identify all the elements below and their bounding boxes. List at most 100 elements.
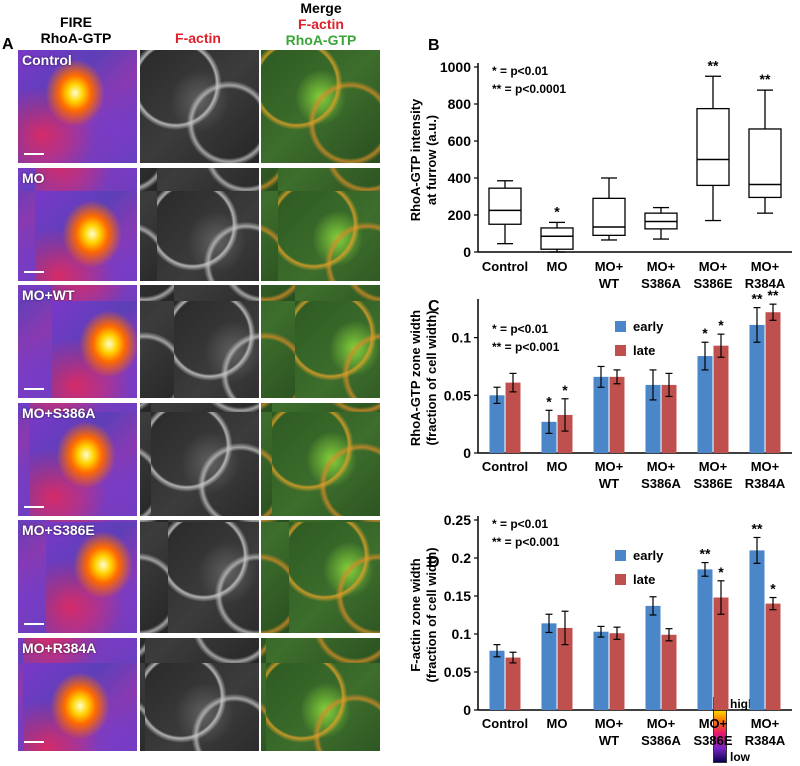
chart-b-category-label: MO+ [647, 259, 676, 274]
chart-c-sig-legend-1: * = p<0.01 [492, 322, 548, 336]
chart-d-bar-late [557, 627, 573, 710]
chart-b-sig-marker: * [554, 203, 560, 219]
chart-c-sig-legend-2: ** = p<0.001 [492, 340, 560, 354]
chart-d-ytick-label: 0.25 [444, 512, 471, 528]
chart-d-bar-late [609, 633, 625, 710]
row-label: MO+S386A [22, 404, 96, 421]
chart-b-category-label: MO+ [751, 259, 780, 274]
micrograph-merge-row-1 [261, 50, 380, 163]
panel-letter-a: A [2, 36, 14, 53]
chart-d-panel-letter: D [428, 554, 440, 571]
chart-b-category-label: WT [599, 276, 619, 291]
chart-d-bar-early [645, 605, 661, 710]
chart-d-legend-label-late: late [633, 572, 655, 587]
chart-d-ylabel-line1: F-actin zone width [408, 558, 423, 671]
chart-c-sig-marker-late: ** [768, 287, 779, 303]
micrograph-factin-row-1 [140, 50, 259, 163]
micrograph-fire-row-2: MO [18, 167, 137, 281]
chart-d-bar-late [713, 597, 729, 710]
chart-c-category-label: MO+ [699, 459, 728, 474]
chart-d-bar-early [697, 569, 713, 710]
chart-c-category-label: S386E [693, 476, 732, 491]
chart-d-bar-early [593, 631, 609, 710]
scale-bar [24, 740, 44, 743]
chart-c-sig-marker-early: * [702, 325, 708, 341]
chart-c-category-label: R384A [745, 476, 786, 491]
micrograph-factin-row-3 [140, 285, 259, 398]
micrograph-fire-row-3: MO+WT [18, 285, 137, 398]
chart-c-bar-late [505, 382, 521, 453]
chart-b-sig-marker: ** [760, 71, 771, 87]
chart-b-ylabel-line1: RhoA-GTP intensity [408, 98, 423, 221]
chart-b-panel-letter: B [428, 37, 440, 54]
chart-c-category-label: S386A [641, 476, 681, 491]
chart-b-box [488, 187, 522, 225]
row-label: Control [22, 52, 72, 68]
chart-b-ytick-label: 400 [448, 170, 472, 186]
micrograph-factin-row-2 [140, 167, 259, 281]
micrograph-factin-row-5 [140, 520, 259, 633]
chart-c-sig-marker-early: ** [752, 291, 763, 307]
chart-b-ytick-label: 0 [463, 244, 471, 260]
chart-d-category-label: MO+ [699, 716, 728, 731]
micrograph-merge-row-6 [261, 637, 380, 751]
micrograph-merge-row-3 [261, 285, 380, 398]
chart-d-category-label: MO+ [751, 716, 780, 731]
chart-b-ylabel-line2: at furrow (a.u.) [424, 115, 439, 205]
micrograph-fire-row-5: MO+S386E [18, 520, 137, 633]
chart-b-category-label: MO+ [699, 259, 728, 274]
chart-c-bar-early [541, 421, 557, 453]
chart-b-box [540, 227, 574, 250]
chart-d-ytick-label: 0.1 [452, 626, 472, 642]
chart-c-bar-late [609, 376, 625, 453]
chart-c-legend-label-late: late [633, 343, 655, 358]
chart-d-ytick-label: 0.2 [452, 550, 472, 566]
chart-b-ytick-label: 800 [448, 96, 472, 112]
chart-c-bar-late [557, 414, 573, 453]
scale-bar [24, 623, 44, 625]
chart-c-legend-swatch-early [615, 321, 626, 332]
scale-bar [24, 153, 44, 155]
chart-b-category-label: S386A [641, 276, 681, 291]
chart-d-category-label: MO [547, 716, 568, 731]
chart-b-category-label: R384A [745, 276, 786, 291]
chart-c-legend-swatch-late [615, 345, 626, 356]
chart-c-bar-late [661, 384, 677, 453]
scale-bar [24, 388, 44, 390]
header-fire: FIRE RhoA-GTP [16, 14, 136, 46]
scale-bar [24, 270, 44, 273]
chart-c-bar-late [713, 345, 729, 453]
chart-c-sig-marker-early: * [546, 393, 552, 409]
chart-d-category-label: WT [599, 733, 619, 748]
chart-d-ytick-label: 0 [463, 702, 471, 718]
chart-c-category-label: Control [482, 459, 528, 474]
chart-c-ytick-label: 0.1 [452, 330, 472, 346]
colorbar-high-label: high [730, 697, 756, 711]
chart-c-sig-marker-late: * [562, 382, 568, 398]
chart-c-bar-early [749, 324, 765, 453]
chart-d-sig-marker-early: ** [752, 520, 763, 536]
chart-b-ytick-label: 600 [448, 133, 472, 149]
chart-d-sig-marker-early: ** [700, 546, 711, 562]
chart-c-category-label: MO+ [647, 459, 676, 474]
header-fire-line2: RhoA-GTP [40, 30, 112, 46]
chart-d-category-label: MO+ [647, 716, 676, 731]
chart-c-ytick-label: 0.05 [444, 387, 471, 403]
micrograph-merge-row-2 [261, 167, 380, 281]
chart-d-sig-marker-late: * [718, 564, 724, 580]
chart-b-category-label: S386E [693, 276, 732, 291]
chart-c-category-label: MO+ [751, 459, 780, 474]
chart-c-category-label: WT [599, 476, 619, 491]
chart-d-category-label: S386A [641, 733, 681, 748]
chart-d-legend-label-early: early [633, 548, 664, 563]
chart-b-sig-legend-1: * = p<0.01 [492, 64, 548, 78]
chart-c-bar-early [489, 395, 505, 453]
chart-d-bar-early [489, 650, 505, 710]
chart-d-ytick-label: 0.05 [444, 664, 471, 680]
chart-b-ytick-label: 200 [448, 207, 472, 223]
chart-c-category-label: MO+ [595, 459, 624, 474]
chart-c-bar-early [593, 376, 609, 453]
chart-c-ytick-label: 0 [463, 445, 471, 461]
chart-d-ytick-label: 0.15 [444, 588, 471, 604]
